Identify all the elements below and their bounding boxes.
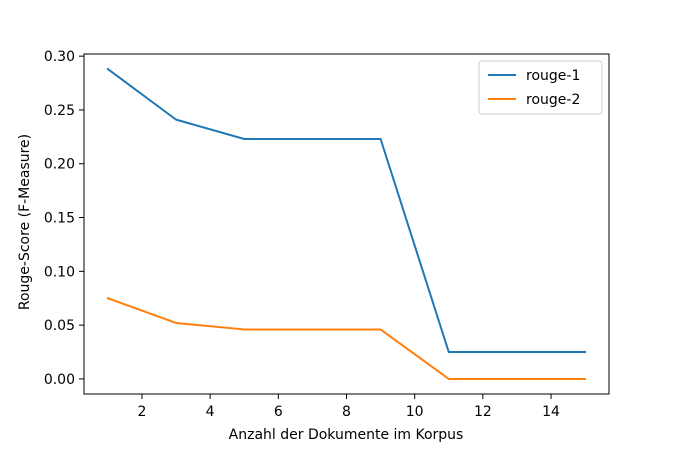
x-tick-label: 10 [406,404,424,420]
x-tick-label: 8 [342,404,351,420]
x-axis-label: Anzahl der Dokumente im Korpus [229,427,464,443]
legend-label-rouge-1: rouge-1 [526,68,580,84]
y-tick-label: 0.20 [44,157,75,173]
y-axis-label: Rouge-Score (F-Measure) [17,134,33,310]
y-tick-label: 0.00 [44,372,75,388]
legend-label-rouge-2: rouge-2 [526,92,580,108]
y-tick-label: 0.10 [44,264,75,280]
y-tick-label: 0.30 [44,49,75,65]
x-tick-label: 6 [274,404,283,420]
y-tick-label: 0.15 [44,211,75,227]
plot-area: 2 4 6 8 10 12 14 0.00 0.05 0.10 0.15 0.20 0.25 0.30 [44,49,610,420]
series-line-rouge-1 [106,67,587,354]
x-tick-label: 14 [542,404,560,420]
x-tick-label: 12 [474,404,492,420]
x-tick-label: 4 [206,404,215,420]
series-line-rouge-2 [106,296,587,380]
x-tick-label: 2 [137,404,146,420]
y-tick-label: 0.25 [44,103,75,119]
y-tick-label: 0.05 [44,318,75,334]
legend: rouge-1 rouge-2 [478,60,603,115]
